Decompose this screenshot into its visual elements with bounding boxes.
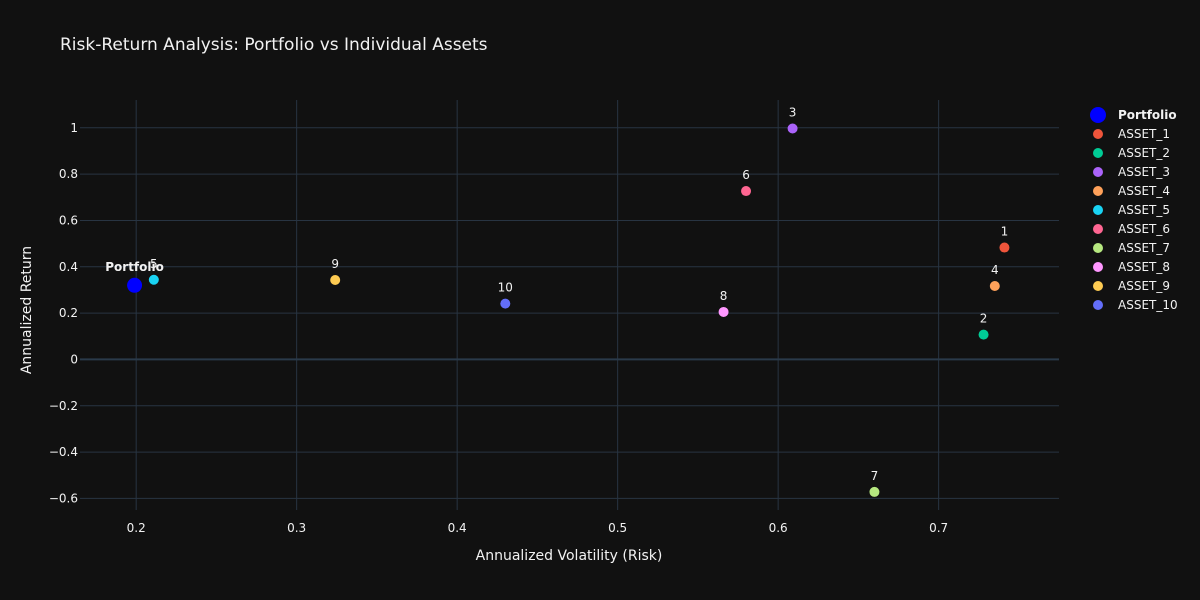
point-label-asset_2: 2 (980, 312, 988, 326)
point-asset_6[interactable] (741, 186, 752, 197)
legend-marker (1090, 107, 1106, 123)
point-label-asset_10: 10 (498, 281, 513, 295)
x-tick-label: 0.5 (608, 521, 627, 535)
point-asset_9[interactable] (330, 274, 341, 285)
legend-label: ASSET_4 (1118, 184, 1170, 198)
point-asset_10[interactable] (500, 298, 511, 309)
y-tick-label: 0.8 (59, 167, 78, 181)
y-tick-label: 0.2 (59, 306, 78, 320)
legend-label: ASSET_10 (1118, 298, 1178, 312)
y-tick-label: −0.4 (49, 445, 78, 459)
y-tick-label: 0.4 (59, 260, 78, 274)
x-axis-title: Annualized Volatility (Risk) (476, 548, 663, 564)
x-tick-label: 0.2 (127, 521, 146, 535)
legend-label: ASSET_7 (1118, 241, 1170, 255)
legend-marker (1093, 129, 1103, 139)
legend-item-asset_9[interactable]: ASSET_9 (1093, 279, 1170, 293)
y-axis-ticks: −0.6 −0.4 −0.2 0 0.2 0.4 0.6 0.8 1 (49, 121, 78, 506)
y-tick-label: −0.2 (49, 399, 78, 413)
legend-label: ASSET_9 (1118, 279, 1170, 293)
point-asset_1[interactable] (999, 242, 1010, 253)
point-portfolio[interactable] (127, 277, 143, 293)
point-asset_2[interactable] (978, 329, 989, 340)
legend-label: ASSET_6 (1118, 222, 1170, 236)
point-label-asset_7: 7 (871, 469, 879, 483)
y-tick-label: −0.6 (49, 491, 78, 505)
legend-item-asset_3[interactable]: ASSET_3 (1093, 165, 1170, 179)
legend-marker (1093, 205, 1103, 215)
legend-item-asset_6[interactable]: ASSET_6 (1093, 222, 1170, 236)
legend-label: ASSET_5 (1118, 203, 1170, 217)
y-tick-label: 0.6 (59, 213, 78, 227)
legend-item-asset_10[interactable]: ASSET_10 (1093, 298, 1178, 312)
legend-marker (1093, 148, 1103, 158)
x-tick-label: 0.7 (929, 521, 948, 535)
point-label-asset_8: 8 (720, 289, 728, 303)
point-label-asset_4: 4 (991, 263, 999, 277)
legend-label: ASSET_3 (1118, 165, 1170, 179)
point-asset_8[interactable] (718, 306, 729, 317)
grid (80, 100, 1059, 510)
data-points: Portfolio 1 2 3 4 5 6 7 8 9 10 (105, 105, 1010, 497)
point-label-asset_5: 5 (150, 257, 158, 271)
point-asset_5[interactable] (148, 274, 159, 285)
point-label-asset_3: 3 (789, 105, 797, 119)
legend-item-portfolio[interactable]: Portfolio (1090, 107, 1177, 123)
point-label-asset_9: 9 (331, 257, 339, 271)
point-label-portfolio: Portfolio (105, 260, 164, 274)
legend-label: Portfolio (1118, 108, 1177, 122)
point-asset_3[interactable] (787, 123, 798, 134)
legend-marker (1093, 281, 1103, 291)
legend-label: ASSET_8 (1118, 260, 1170, 274)
x-tick-label: 0.4 (448, 521, 467, 535)
legend-item-asset_1[interactable]: ASSET_1 (1093, 127, 1170, 141)
legend-marker (1093, 224, 1103, 234)
point-label-asset_6: 6 (742, 168, 750, 182)
point-label-asset_1: 1 (1001, 225, 1009, 239)
point-asset_7[interactable] (869, 486, 880, 497)
chart-title: Risk-Return Analysis: Portfolio vs Indiv… (60, 35, 488, 55)
legend-marker (1093, 262, 1103, 272)
legend-item-asset_7[interactable]: ASSET_7 (1093, 241, 1170, 255)
legend[interactable]: Portfolio ASSET_1 ASSET_2 ASSET_3 ASSET_4 ASS… (1090, 107, 1178, 312)
legend-marker (1093, 186, 1103, 196)
y-tick-label: 0 (70, 352, 78, 366)
legend-marker (1093, 243, 1103, 253)
legend-marker (1093, 167, 1103, 177)
legend-item-asset_2[interactable]: ASSET_2 (1093, 146, 1170, 160)
legend-label: ASSET_1 (1118, 127, 1170, 141)
y-tick-label: 1 (70, 121, 78, 135)
point-asset_4[interactable] (989, 281, 1000, 292)
legend-item-asset_4[interactable]: ASSET_4 (1093, 184, 1170, 198)
x-tick-label: 0.3 (287, 521, 306, 535)
legend-marker (1093, 300, 1103, 310)
x-tick-label: 0.6 (769, 521, 788, 535)
legend-item-asset_5[interactable]: ASSET_5 (1093, 203, 1170, 217)
legend-item-asset_8[interactable]: ASSET_8 (1093, 260, 1170, 274)
x-axis-ticks: 0.2 0.3 0.4 0.5 0.6 0.7 (127, 521, 949, 535)
y-axis-title: Annualized Return (19, 246, 35, 374)
legend-label: ASSET_2 (1118, 146, 1170, 160)
